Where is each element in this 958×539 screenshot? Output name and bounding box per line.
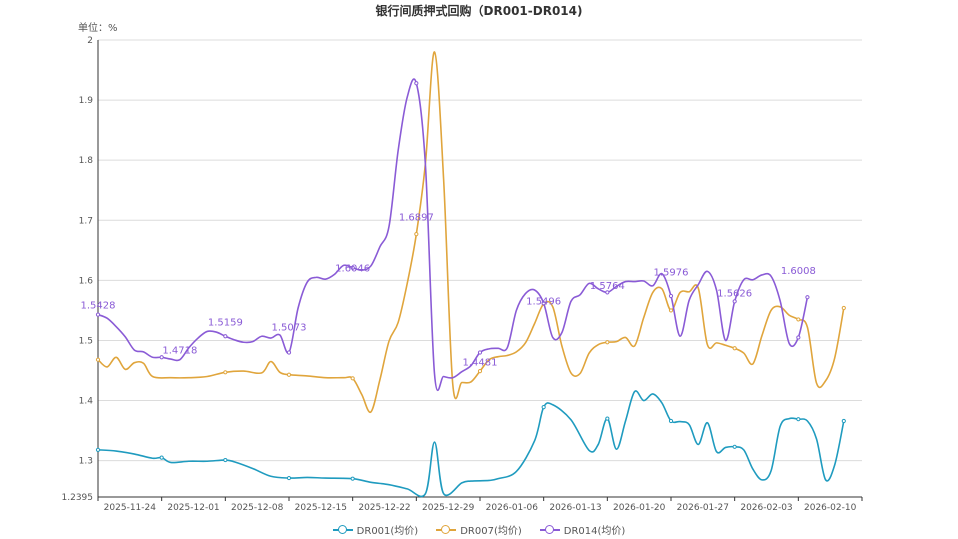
- data-point: [841, 305, 846, 311]
- data-point: [541, 405, 546, 410]
- data-point: [414, 231, 419, 237]
- data-label: 1.4481: [463, 358, 498, 369]
- data-point: [159, 355, 164, 360]
- x-tick-label: 2026-02-10: [804, 503, 857, 513]
- data-point: [668, 418, 674, 424]
- data-point: [286, 475, 292, 481]
- x-tick-label: 2025-12-22: [358, 503, 410, 513]
- y-tick-label: 1.6: [79, 276, 94, 286]
- legend-item[interactable]: DR001(均价): [332, 522, 419, 537]
- y-tick-label: 2: [87, 36, 93, 46]
- data-label: 1.5496: [526, 296, 561, 307]
- legend-line-circle-icon: [539, 524, 560, 535]
- x-tick-label: 2025-12-15: [295, 503, 347, 513]
- chart-title: 银行间质押式回购（DR001-DR014): [375, 4, 583, 18]
- data-point: [350, 376, 355, 381]
- legend: DR001(均价) DR007(均价) DR014(均价): [0, 522, 958, 537]
- data-point: [95, 312, 101, 317]
- legend-line-circle-icon: [436, 524, 457, 535]
- data-point: [286, 350, 292, 355]
- x-tick-label: 2026-01-06: [486, 503, 539, 513]
- data-point: [605, 290, 610, 295]
- data-point: [286, 372, 292, 377]
- x-tick-label: 2025-12-01: [167, 503, 219, 513]
- data-point: [605, 416, 610, 421]
- legend-item[interactable]: DR007(均价): [436, 522, 522, 537]
- data-point: [223, 370, 228, 375]
- data-point: [223, 457, 228, 463]
- y-tick-label: 1.9: [79, 96, 94, 106]
- data-label: 1.5159: [208, 317, 243, 328]
- data-point: [796, 417, 801, 422]
- legend-label: DR001(均价): [356, 526, 419, 537]
- data-point: [732, 346, 737, 351]
- data-point: [159, 455, 164, 460]
- y-tick-label: 1.5: [79, 336, 93, 346]
- data-point: [805, 295, 810, 300]
- legend-label: DR007(均价): [460, 526, 522, 537]
- x-tick-label: 2026-01-27: [677, 503, 729, 513]
- x-tick-label: 2026-01-13: [549, 503, 601, 513]
- legend-item[interactable]: DR014(均价): [539, 522, 626, 537]
- data-label: 1.4718: [162, 346, 197, 357]
- y-tick-label: 1.2395: [62, 493, 94, 503]
- data-point: [95, 357, 101, 362]
- y-tick-label: 1.4: [79, 397, 94, 407]
- data-point: [796, 335, 801, 340]
- y-tick-label: 1.3: [79, 457, 93, 467]
- data-label: 1.6897: [399, 212, 434, 223]
- data-point: [732, 444, 737, 449]
- data-point: [223, 334, 228, 339]
- data-label: 1.5976: [654, 268, 689, 279]
- data-point: [668, 293, 674, 299]
- data-label: 1.5073: [272, 322, 307, 333]
- data-point: [668, 308, 674, 313]
- data-point: [477, 350, 483, 355]
- series-line-3: [97, 78, 809, 392]
- series-line-2: [97, 51, 845, 413]
- x-tick-label: 2025-12-29: [422, 503, 475, 513]
- unit-label: 单位：%: [78, 23, 118, 34]
- data-point: [541, 301, 546, 306]
- y-tick-label: 1.8: [79, 156, 94, 166]
- x-tick-label: 2026-01-20: [613, 503, 666, 513]
- legend-label: DR014(均价): [563, 526, 626, 537]
- x-tick-label: 2025-12-08: [231, 503, 284, 513]
- data-point: [796, 317, 801, 322]
- data-label: 1.5626: [717, 289, 752, 300]
- data-point: [605, 340, 610, 345]
- data-point: [477, 369, 483, 374]
- x-tick-label: 2026-02-03: [740, 503, 792, 513]
- series-line-1: [97, 390, 845, 498]
- data-label: 1.5428: [81, 301, 116, 312]
- data-point: [350, 476, 355, 481]
- data-point: [414, 81, 419, 86]
- data-point: [732, 299, 737, 304]
- data-point: [95, 447, 101, 452]
- x-tick-label: 2025-11-24: [104, 503, 157, 513]
- data-label: 1.6046: [335, 263, 370, 274]
- data-label: 1.6008: [781, 266, 816, 277]
- y-tick-label: 1.7: [79, 216, 93, 226]
- data-point: [350, 265, 355, 270]
- data-label: 1.5764: [590, 281, 625, 292]
- legend-line-circle-icon: [332, 524, 353, 535]
- data-point: [841, 418, 846, 424]
